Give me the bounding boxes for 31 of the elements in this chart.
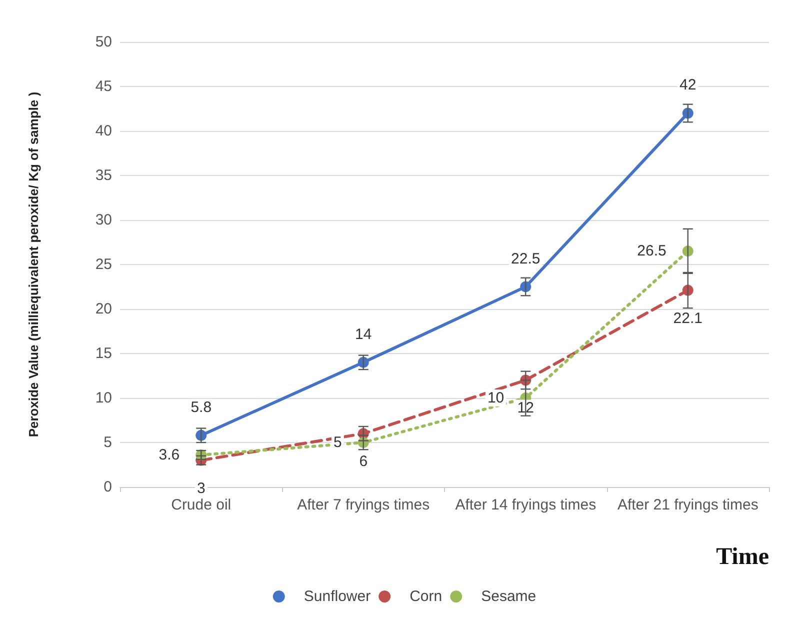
- x-tick-label: After 14 fryings times: [455, 496, 596, 514]
- y-axis-title: Peroxide Value (milliequivalent peroxide/ Kg of sample ): [26, 92, 41, 438]
- data-label: 10: [487, 390, 504, 406]
- data-label: 3: [196, 480, 206, 497]
- y-tick-label: 20: [95, 300, 112, 318]
- legend-label: Sesame: [481, 588, 536, 605]
- y-tick-label: 15: [95, 345, 112, 362]
- y-tick-label: 30: [95, 212, 112, 228]
- legend-label: Corn: [410, 588, 442, 605]
- data-label: 42: [680, 76, 696, 94]
- y-tick-label: 0: [104, 478, 112, 496]
- x-tick-label: After 21 fryings times: [617, 496, 758, 514]
- data-label: 26.5: [637, 242, 666, 260]
- data-label: 5: [334, 434, 342, 451]
- y-tick-label: 5: [104, 434, 112, 451]
- y-tick-label: 40: [95, 122, 112, 140]
- y-tick-label: 25: [95, 256, 112, 273]
- y-tick-label: 50: [95, 34, 112, 50]
- data-label: 22.5: [511, 250, 540, 268]
- y-tick-label: 35: [95, 167, 112, 184]
- y-tick-label: 45: [95, 78, 112, 95]
- x-tick-label: Crude oil: [171, 496, 232, 514]
- x-tick-label: After 7 fryings times: [297, 496, 430, 514]
- x-axis-title: Time: [716, 544, 770, 570]
- data-label: 22.1: [673, 310, 702, 327]
- data-label: 3.6: [158, 446, 180, 464]
- data-label: 6: [359, 453, 368, 470]
- legend-label: Sunflower: [304, 588, 371, 605]
- data-label: 5.8: [190, 398, 212, 416]
- data-label: 14: [355, 326, 372, 343]
- y-tick-label: 10: [95, 390, 112, 406]
